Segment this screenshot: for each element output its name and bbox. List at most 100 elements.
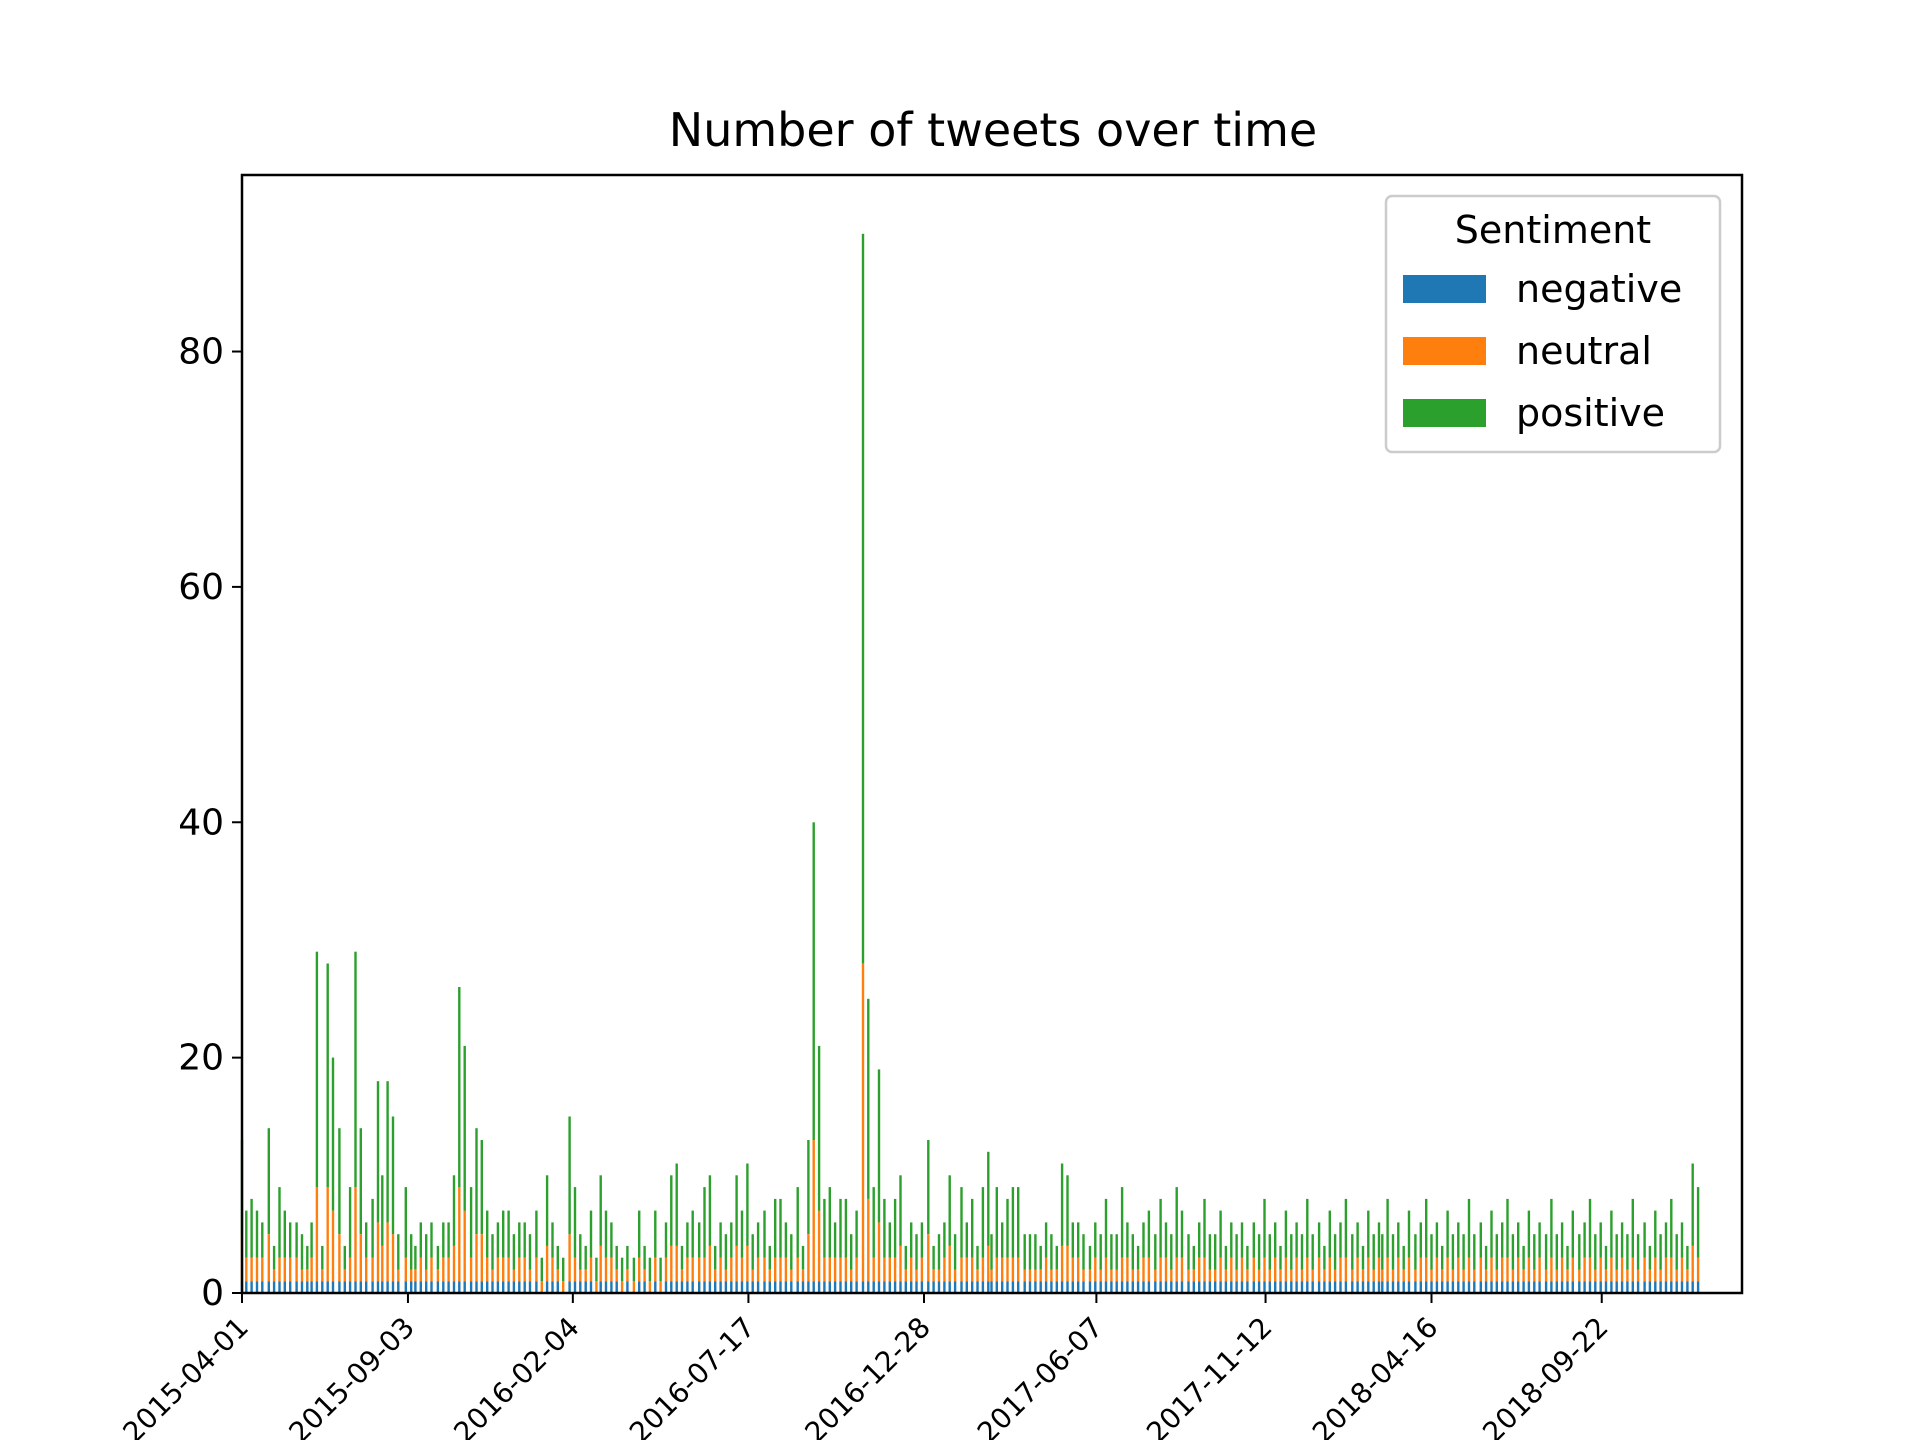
bar-neutral [1479,1257,1482,1282]
bar-negative [691,1281,694,1293]
bar-positive [1351,1234,1354,1270]
bar-positive [680,1245,684,1270]
bar-neutral [971,1257,974,1282]
bar-positive [1578,1234,1581,1270]
bar-positive [1060,1163,1064,1246]
bar-negative [910,1281,913,1293]
bar-neutral [1446,1257,1449,1282]
bar-negative [604,1281,608,1293]
bar-negative [1501,1281,1504,1293]
bar-positive [545,1175,549,1246]
bar-negative [784,1281,788,1293]
bar-positive [1544,1234,1548,1270]
bar-neutral [1451,1269,1455,1282]
bar-positive [365,1222,368,1258]
bar-neutral [1284,1257,1288,1282]
bar-positive [1654,1210,1657,1258]
bar-negative [844,1281,848,1293]
bar-negative [1039,1281,1042,1293]
bar-positive [1372,1234,1375,1270]
bar-positive [1208,1234,1212,1270]
bar-positive [1344,1198,1348,1258]
bar-neutral [1317,1257,1321,1282]
bar-positive [643,1245,646,1270]
bar-negative [1599,1281,1602,1293]
bar-neutral [1626,1269,1629,1282]
bar-positive [1252,1222,1255,1258]
bar-negative [1372,1281,1375,1293]
bar-positive [784,1222,788,1258]
legend-title: Sentiment [1455,208,1651,252]
bar-neutral [735,1245,738,1282]
bar-positive [315,951,319,1188]
bar-negative [615,1281,618,1293]
x-tick-label: 2018-04-16 [1306,1311,1444,1440]
bar-neutral [1402,1269,1405,1282]
bar-negative [987,1281,990,1293]
bar-neutral [1620,1257,1624,1282]
bar-negative [703,1281,706,1293]
bar-neutral [981,1257,985,1282]
bar-neutral [995,1257,998,1282]
bar-negative [1311,1281,1314,1293]
bar-positive [599,1175,602,1246]
bar-neutral [1372,1269,1375,1282]
bar-neutral [1268,1269,1271,1282]
bar-negative [1077,1281,1080,1293]
bar-neutral [568,1234,571,1282]
bar-neutral [1462,1269,1465,1282]
bar-positive [338,1128,341,1235]
bar-negative [1060,1281,1064,1293]
bar-negative [1414,1281,1417,1293]
bar-neutral [1115,1269,1118,1282]
bar-positive [1039,1245,1042,1270]
y-tick-label: 0 [201,1273,224,1314]
bar-positive [1154,1234,1157,1270]
bar-negative [1691,1281,1694,1293]
bar-neutral [1088,1269,1092,1282]
bar-positive [610,1222,613,1258]
legend-swatch-positive [1403,399,1486,427]
bar-neutral [359,1234,362,1282]
bar-negative [1094,1281,1097,1293]
bar-negative [1441,1281,1444,1293]
bar-positive [376,1081,380,1223]
bar-neutral [1187,1269,1190,1282]
bar-positive [310,1222,313,1258]
bar-negative [1170,1281,1173,1293]
bar-neutral [610,1257,613,1282]
bar-neutral [545,1245,549,1282]
bar-neutral [1082,1269,1085,1282]
bar-positive [714,1245,717,1270]
bar-negative [1230,1281,1233,1293]
bar-neutral [1094,1257,1097,1282]
bar-negative [1550,1281,1553,1293]
bar-negative [371,1281,374,1293]
bar-neutral [278,1257,281,1282]
bar-neutral [719,1257,722,1282]
bar-negative [1104,1281,1108,1293]
bar-neutral [1490,1257,1493,1282]
bar-negative [1017,1281,1020,1293]
bar-neutral [1594,1269,1597,1282]
bar-negative [610,1281,613,1293]
bar-neutral [326,1187,329,1282]
bar-positive [1659,1234,1662,1270]
bar-negative [877,1281,881,1293]
bar-positive [1274,1222,1277,1258]
bar-positive [1361,1245,1365,1270]
bar-negative [1495,1281,1498,1293]
bar-neutral [1154,1269,1157,1282]
bar-neutral [960,1257,963,1282]
bar-neutral [686,1257,689,1282]
bar-negative [1198,1281,1201,1293]
bar-neutral [1023,1269,1026,1282]
bar-negative [817,1281,821,1293]
bar-negative [746,1281,749,1293]
bar-neutral [562,1281,565,1293]
bar-negative [1686,1281,1689,1293]
bar-positive [589,1210,593,1258]
bar-neutral [1484,1269,1488,1282]
bar-negative [943,1281,946,1293]
bar-negative [1615,1281,1618,1293]
